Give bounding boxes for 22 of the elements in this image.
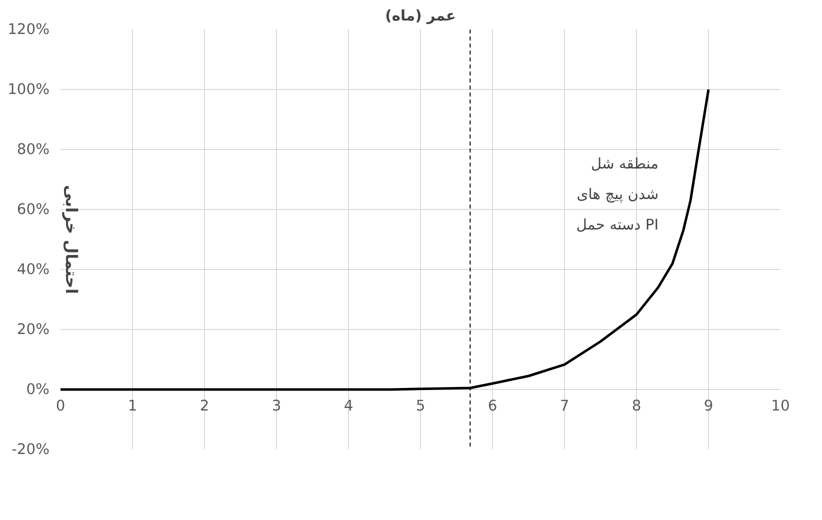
x-tick-label: 7 (560, 398, 570, 414)
y-tick-label: 60% (16, 201, 50, 218)
x-axis-title: عمر (ماه) (385, 8, 456, 24)
x-tick-label: 6 (488, 398, 498, 414)
y-tick-label: 80% (16, 141, 50, 158)
y-tick-label: 20% (16, 321, 50, 338)
x-tick-label: 3 (272, 398, 282, 414)
x-tick-label: 4 (344, 398, 354, 414)
y-tick-label: 0% (26, 381, 50, 398)
x-tick-label: 1 (128, 398, 138, 414)
x-tick-label: 8 (632, 398, 642, 414)
x-tick-label: 2 (200, 398, 210, 414)
annotation: منطقه شل شدن پیچ های دسته حمل PI (576, 155, 659, 234)
y-axis-title: احتمال خرابی (62, 185, 81, 294)
x-tick-label: 5 (416, 398, 426, 414)
y-tick-label: -20% (12, 441, 50, 458)
x-tick-label: 10 (771, 398, 790, 414)
x-tick-label: 9 (704, 398, 714, 414)
x-tick-label: 0 (56, 398, 66, 414)
y-tick-label: 40% (16, 261, 50, 278)
y-tick-label: 120% (8, 21, 50, 38)
y-tick-label: 100% (8, 81, 50, 98)
